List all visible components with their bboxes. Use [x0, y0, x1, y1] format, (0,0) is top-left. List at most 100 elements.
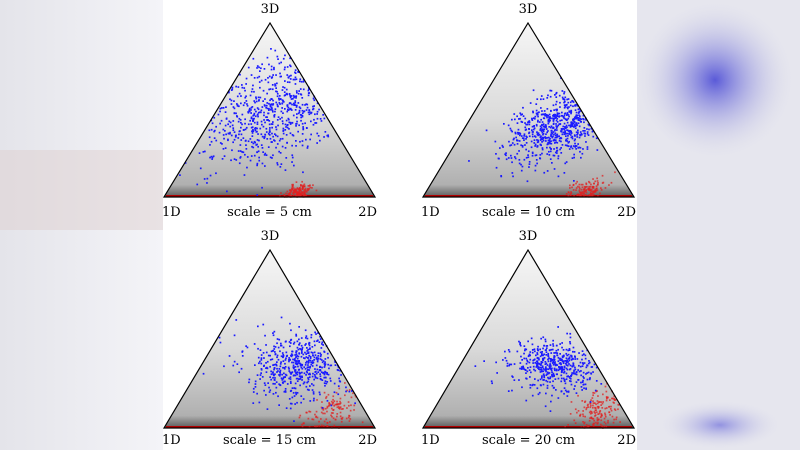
secondary-point — [301, 423, 303, 426]
primary-point — [239, 119, 242, 121]
secondary-point — [298, 193, 301, 196]
secondary-point — [337, 405, 340, 408]
primary-point — [578, 108, 581, 110]
primary-point — [299, 88, 302, 90]
primary-point — [272, 371, 274, 373]
primary-point — [250, 106, 253, 109]
primary-point — [545, 347, 548, 349]
primary-point — [281, 102, 284, 105]
primary-point — [259, 374, 262, 376]
primary-point — [566, 359, 568, 362]
primary-point — [233, 107, 236, 110]
secondary-point — [295, 181, 298, 183]
primary-point — [305, 103, 308, 105]
secondary-point — [581, 191, 584, 193]
primary-point — [281, 352, 284, 354]
primary-point — [595, 380, 598, 382]
primary-point — [553, 374, 555, 377]
primary-point — [304, 344, 306, 346]
primary-point — [307, 111, 310, 114]
primary-point — [518, 150, 520, 152]
secondary-point — [586, 185, 588, 188]
primary-point — [563, 387, 566, 389]
secondary-point — [334, 403, 337, 406]
secondary-point — [590, 411, 593, 413]
primary-point — [529, 376, 531, 378]
primary-point — [558, 135, 560, 138]
primary-point — [271, 123, 274, 125]
primary-point — [551, 373, 553, 376]
primary-point — [286, 93, 288, 96]
primary-point — [570, 130, 572, 133]
primary-point — [557, 157, 560, 160]
secondary-point — [604, 187, 607, 189]
primary-point — [561, 342, 563, 344]
primary-point — [305, 360, 308, 363]
primary-point — [278, 139, 281, 142]
primary-point — [271, 107, 273, 110]
primary-point — [290, 329, 292, 332]
primary-point — [290, 98, 293, 100]
primary-point — [258, 156, 260, 159]
secondary-point — [326, 405, 329, 408]
secondary-point — [578, 183, 581, 186]
primary-point — [516, 139, 519, 142]
primary-point — [301, 140, 304, 142]
primary-point — [250, 116, 253, 119]
primary-point — [552, 362, 554, 364]
primary-point — [256, 127, 258, 130]
primary-point — [563, 122, 566, 125]
secondary-point — [301, 191, 303, 193]
primary-point — [289, 78, 292, 80]
primary-point — [529, 384, 532, 386]
primary-point — [517, 128, 520, 131]
primary-point — [231, 88, 234, 91]
secondary-point — [336, 406, 339, 409]
primary-point — [540, 95, 543, 97]
primary-point — [545, 370, 547, 373]
primary-point — [269, 99, 271, 102]
primary-point — [291, 361, 293, 364]
primary-point — [305, 353, 308, 355]
primary-point — [587, 362, 590, 365]
primary-point — [559, 123, 561, 126]
secondary-point — [602, 401, 604, 403]
primary-point — [298, 124, 300, 127]
secondary-point — [583, 193, 585, 195]
primary-point — [547, 114, 549, 117]
primary-point — [260, 357, 263, 359]
primary-point — [524, 129, 527, 131]
primary-point — [337, 385, 340, 387]
primary-point — [310, 336, 313, 339]
primary-point — [286, 66, 289, 68]
primary-point — [561, 115, 564, 117]
primary-point — [273, 68, 275, 71]
primary-point — [246, 166, 248, 169]
primary-point — [532, 111, 534, 114]
primary-point — [539, 127, 542, 130]
secondary-point — [298, 187, 301, 190]
primary-point — [215, 172, 217, 175]
primary-point — [547, 376, 549, 379]
primary-point — [277, 395, 279, 398]
primary-point — [580, 133, 583, 135]
primary-point — [538, 134, 541, 136]
primary-point — [547, 136, 550, 139]
primary-point — [318, 341, 321, 343]
primary-point — [510, 154, 512, 157]
primary-point — [576, 114, 578, 117]
secondary-point — [598, 411, 601, 413]
primary-point — [275, 101, 278, 104]
primary-point — [225, 117, 228, 120]
secondary-point — [593, 411, 596, 413]
panel-title: scale = 15 cm — [223, 433, 316, 448]
secondary-point — [299, 189, 302, 192]
secondary-point — [592, 402, 595, 404]
primary-point — [276, 143, 279, 145]
primary-point — [248, 110, 251, 113]
primary-point — [564, 126, 566, 129]
primary-point — [511, 142, 514, 144]
primary-point — [282, 346, 285, 349]
primary-point — [559, 362, 562, 364]
